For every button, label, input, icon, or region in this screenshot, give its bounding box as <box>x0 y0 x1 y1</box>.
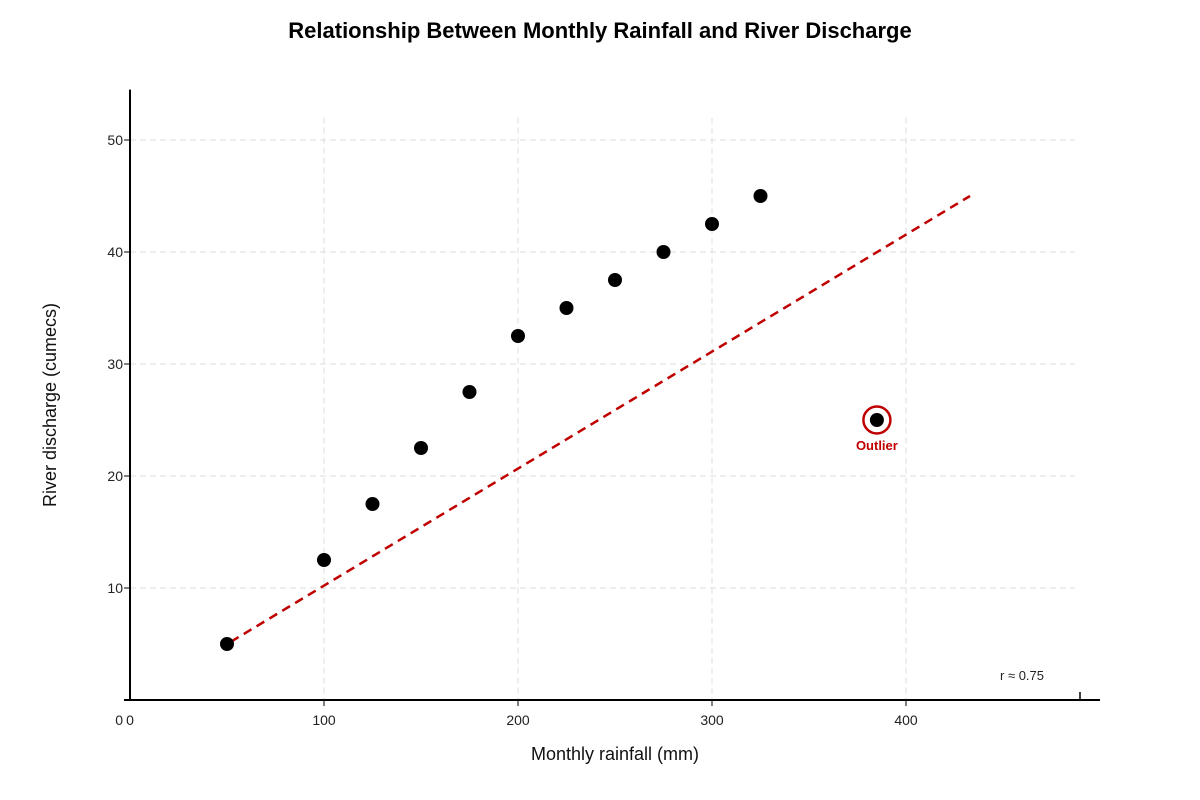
points-layer <box>220 189 892 651</box>
data-point <box>317 553 331 567</box>
x-tick-label: 300 <box>700 712 724 728</box>
data-point <box>511 329 525 343</box>
data-point <box>365 497 380 511</box>
chart-title: Relationship Between Monthly Rainfall an… <box>288 18 912 43</box>
y-tick-label: 30 <box>107 356 123 372</box>
data-point <box>656 245 671 259</box>
y-tick-label: 50 <box>107 132 123 148</box>
data-point <box>220 637 234 651</box>
axes <box>124 89 1100 706</box>
data-point <box>753 189 768 203</box>
outlier-label: Outlier <box>856 438 898 453</box>
grid-layer <box>130 117 1075 700</box>
y-tick-label: 20 <box>107 468 123 484</box>
data-point <box>705 217 719 231</box>
x-tick-label: 400 <box>894 712 918 728</box>
labels-layer: 0 100 200 300 400 10 20 30 40 50 0 Monthly rainfall… <box>40 132 1044 764</box>
data-point <box>608 273 622 287</box>
y-tick-label: 10 <box>107 580 123 596</box>
data-point <box>462 385 477 399</box>
y-tick-label-origin: 0 <box>115 712 123 728</box>
trend-layer <box>230 194 971 643</box>
outlier-ring <box>862 405 892 435</box>
x-axis-title: Monthly rainfall (mm) <box>531 744 699 764</box>
correlation-annotation: r ≈ 0.75 <box>1000 668 1044 683</box>
data-point <box>414 441 428 455</box>
trend-line <box>230 194 971 643</box>
data-point <box>559 301 574 315</box>
y-axis-title: River discharge (cumecs) <box>40 303 60 507</box>
x-tick-label: 100 <box>312 712 336 728</box>
outlier-point <box>869 413 884 427</box>
x-tick-label: 0 <box>126 712 134 728</box>
y-tick-label: 40 <box>107 244 123 260</box>
x-tick-label: 200 <box>506 712 530 728</box>
